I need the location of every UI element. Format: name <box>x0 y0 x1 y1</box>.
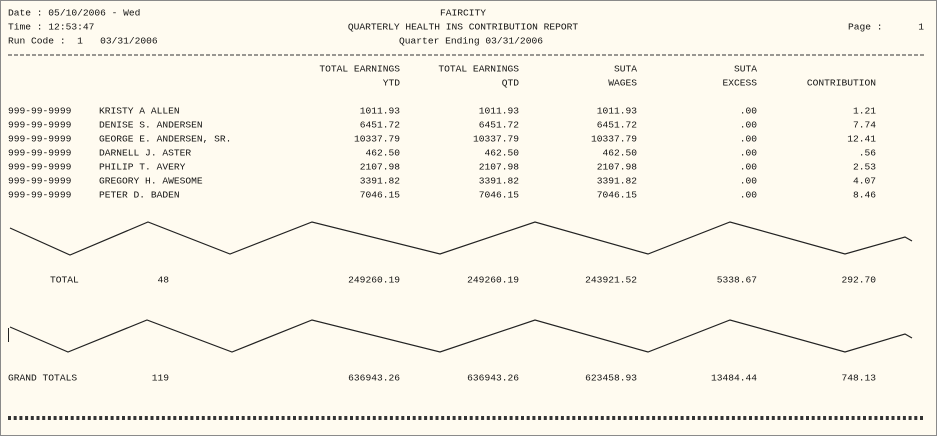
amount: 2107.98 <box>597 162 638 173</box>
amount: 6451.72 <box>479 120 520 131</box>
column-header: YTD <box>383 78 401 89</box>
amount: .00 <box>740 148 758 159</box>
amount: .00 <box>740 120 758 131</box>
quarter: Quarter Ending 03/31/2006 <box>399 36 543 47</box>
amount: 2107.98 <box>479 162 520 173</box>
column-header: SUTA <box>734 64 757 75</box>
total-amount: 623458.93 <box>585 373 637 384</box>
run-code: Run Code : 1 03/31/2006 <box>8 36 158 47</box>
ssn: 999-99-9999 <box>8 176 72 187</box>
amount: 462.50 <box>484 148 519 159</box>
amount: 462.50 <box>602 148 637 159</box>
break-line <box>9 319 913 353</box>
ssn: 999-99-9999 <box>8 190 72 201</box>
amount: 1011.93 <box>597 106 638 117</box>
amount: 10337.79 <box>473 134 519 145</box>
ssn: 999-99-9999 <box>8 134 72 145</box>
total-amount: 748.13 <box>841 373 876 384</box>
ssn: 999-99-9999 <box>8 106 72 117</box>
total-label: GRAND TOTALS <box>8 373 77 384</box>
column-header: TOTAL EARNINGS <box>438 64 519 75</box>
total-label: TOTAL <box>50 275 79 286</box>
employee-name: PETER D. BADEN <box>99 190 180 201</box>
amount: 7.74 <box>853 120 876 131</box>
amount: .56 <box>859 148 877 159</box>
column-header: WAGES <box>608 78 637 89</box>
report-title: QUARTERLY HEALTH INS CONTRIBUTION REPORT <box>348 22 579 33</box>
ssn: 999-99-9999 <box>8 148 72 159</box>
total-amount: 249260.19 <box>348 275 400 286</box>
amount: 3391.82 <box>360 176 401 187</box>
employee-name: GREGORY H. AWESOME <box>99 176 203 187</box>
amount: 462.50 <box>365 148 400 159</box>
employee-name: KRISTY A ALLEN <box>99 106 180 117</box>
amount: 10337.79 <box>591 134 637 145</box>
count: 48 <box>157 275 169 286</box>
amount: 1.21 <box>853 106 876 117</box>
amount: 2.53 <box>853 162 876 173</box>
amount: .00 <box>740 162 758 173</box>
column-header: TOTAL EARNINGS <box>319 64 400 75</box>
amount: .00 <box>740 190 758 201</box>
total-amount: 13484.44 <box>711 373 757 384</box>
total-amount: 249260.19 <box>467 275 519 286</box>
column-header: QTD <box>502 78 520 89</box>
column-header: EXCESS <box>722 78 757 89</box>
break-line <box>9 221 913 256</box>
ssn: 999-99-9999 <box>8 120 72 131</box>
amount: 1011.93 <box>479 106 520 117</box>
amount: 1011.93 <box>360 106 401 117</box>
total-amount: 636943.26 <box>467 373 519 384</box>
employee-name: DARNELL J. ASTER <box>99 148 191 159</box>
amount: 12.41 <box>847 134 876 145</box>
amount: 3391.82 <box>479 176 520 187</box>
amount: 7046.15 <box>479 190 520 201</box>
amount: 2107.98 <box>360 162 401 173</box>
date: Date : 05/10/2006 - Wed <box>8 8 140 19</box>
employee-name: PHILIP T. AVERY <box>99 162 186 173</box>
total-amount: 243921.52 <box>585 275 637 286</box>
page-label: Page : <box>848 22 883 33</box>
employee-name: DENISE S. ANDERSEN <box>99 120 203 131</box>
amount: 4.07 <box>853 176 876 187</box>
company: FAIRCITY <box>440 8 486 19</box>
amount: .00 <box>740 176 758 187</box>
amount: .00 <box>740 106 758 117</box>
total-amount: 5338.67 <box>717 275 757 286</box>
column-header: SUTA <box>614 64 637 75</box>
employee-name: GEORGE E. ANDERSEN, SR. <box>99 134 231 145</box>
ssn: 999-99-9999 <box>8 162 72 173</box>
amount: 6451.72 <box>597 120 638 131</box>
total-amount: 636943.26 <box>348 373 400 384</box>
amount: .00 <box>740 134 758 145</box>
total-amount: 292.70 <box>841 275 876 286</box>
column-header: CONTRIBUTION <box>807 78 876 89</box>
count: 119 <box>152 373 170 384</box>
amount: 7046.15 <box>360 190 401 201</box>
amount: 7046.15 <box>597 190 638 201</box>
amount: 3391.82 <box>597 176 638 187</box>
time: Time : 12:53:47 <box>8 22 94 33</box>
amount: 6451.72 <box>360 120 401 131</box>
amount: 8.46 <box>853 190 876 201</box>
page-number: 1 <box>918 22 924 33</box>
amount: 10337.79 <box>354 134 400 145</box>
